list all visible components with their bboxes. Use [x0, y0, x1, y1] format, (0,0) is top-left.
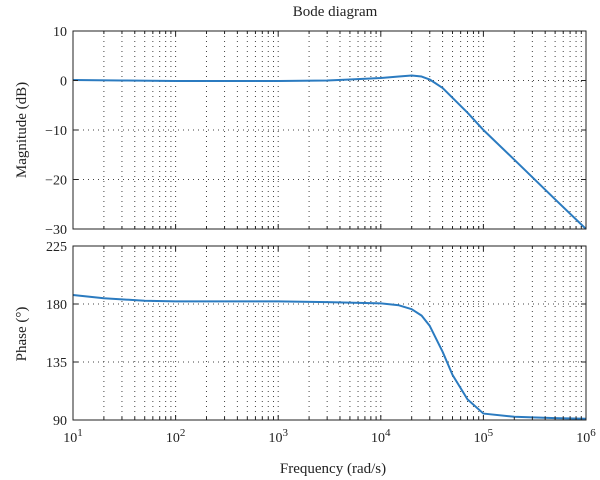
y-tick-label: 10: [53, 25, 67, 40]
axes-frame-layer: [72, 30, 587, 421]
text-layer: Bode diagram Magnitude (dB) Phase (°) Fr…: [14, 4, 596, 477]
y-tick-label: −30: [45, 223, 67, 238]
y-tick-label: −20: [45, 174, 67, 189]
phase-axes-frame: [72, 245, 587, 421]
frequency-axis-label: Frequency (rad/s): [280, 461, 386, 477]
x-tick-label: 102: [166, 427, 186, 446]
grid-layer: [73, 31, 586, 420]
y-tick-label: 90: [53, 414, 67, 429]
magnitude-axis-label: Magnitude (dB): [14, 82, 30, 178]
magnitude-axes-frame: [72, 30, 587, 230]
series-layer: [72, 74, 587, 420]
x-tick-label: 105: [474, 427, 494, 446]
y-tick-label: 225: [46, 240, 67, 255]
x-tick-label: 101: [63, 427, 83, 446]
y-tick-label: 135: [46, 356, 67, 371]
magnitude-curve: [72, 74, 587, 230]
y-tick-label: −10: [45, 124, 67, 139]
y-tick-label: 180: [46, 298, 67, 313]
phase-axis-label: Phase (°): [14, 307, 30, 362]
x-tick-label: 104: [371, 427, 391, 446]
chart-title: Bode diagram: [293, 4, 378, 20]
y-tick-label: 0: [60, 75, 67, 90]
x-tick-label: 106: [576, 427, 596, 446]
x-tick-label: 103: [268, 427, 288, 446]
phase-curve: [72, 293, 587, 420]
